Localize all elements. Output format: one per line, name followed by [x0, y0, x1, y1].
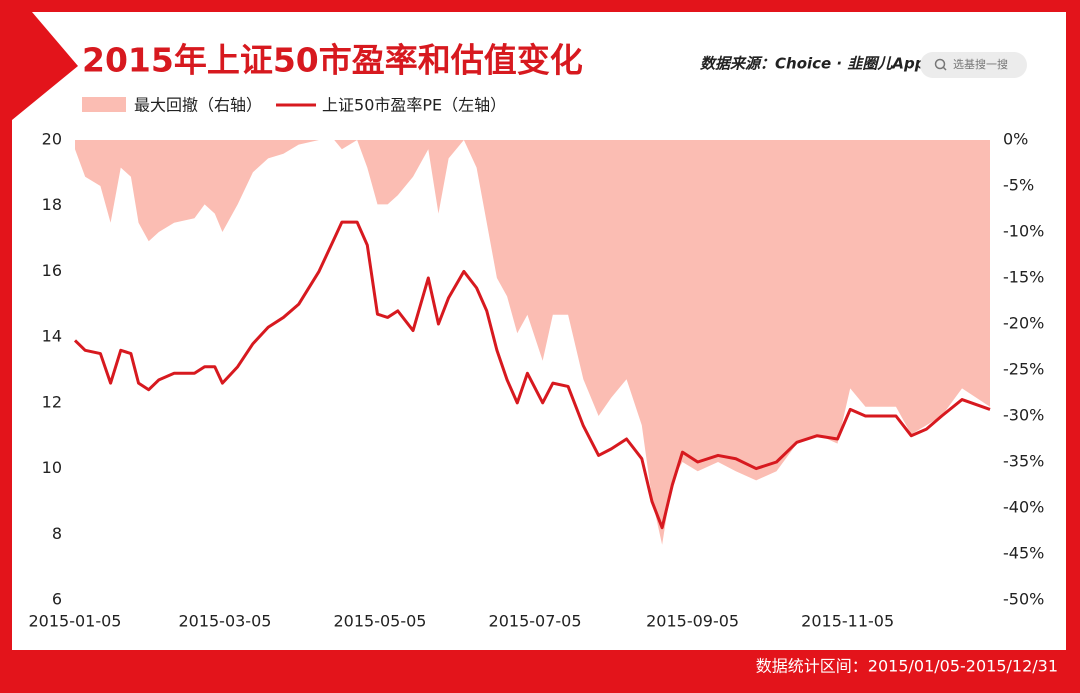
search-icon — [934, 58, 946, 70]
chart-title: 2015年上证50市盈率和估值变化 — [82, 41, 583, 80]
y-tick-label: 6 — [52, 590, 62, 609]
y2-tick-label: -45% — [1003, 544, 1044, 563]
y2-tick-label: -5% — [1003, 176, 1034, 195]
source: 数据来源：Choice · 韭圈儿App — [700, 55, 926, 73]
legend-label: 最大回撤（右轴） — [134, 96, 262, 115]
y2-tick-label: -25% — [1003, 360, 1044, 379]
y-tick-label: 10 — [42, 458, 62, 477]
y2-tick-label: -15% — [1003, 268, 1044, 287]
search-text[interactable]: 选基搜一搜 — [953, 57, 1008, 71]
y-tick-label: 16 — [42, 261, 62, 280]
legend: 最大回撤（右轴） 上证50市盈率PE（左轴） — [82, 96, 506, 115]
y2-tick-label: -30% — [1003, 406, 1044, 425]
y-tick-label: 8 — [52, 524, 62, 543]
line — [73, 220, 991, 530]
x-tick-label: 2015-07-05 — [489, 612, 582, 631]
y2-tick-label: -40% — [1003, 498, 1044, 517]
x-tick-label: 2015-01-05 — [29, 612, 122, 631]
y2-tick-label: -10% — [1003, 222, 1044, 241]
y2-tick-label: -35% — [1003, 452, 1044, 471]
legend-swatch — [82, 97, 126, 112]
corner — [12, 12, 78, 120]
footer: 数据统计区间：2015/01/05-2015/12/31 — [756, 657, 1058, 676]
x-tick-label: 2015-11-05 — [801, 612, 894, 631]
y-tick-label: 18 — [42, 195, 62, 214]
x-tick-label: 2015-03-05 — [178, 612, 271, 631]
x-tick-label: 2015-05-05 — [334, 612, 427, 631]
y-tick-label: 14 — [42, 327, 62, 346]
y2-tick-label: 0% — [1003, 130, 1028, 149]
area — [75, 140, 990, 545]
y-tick-label: 12 — [42, 392, 62, 411]
legend-label: 上证50市盈率PE（左轴） — [322, 96, 506, 115]
search-icon — [942, 66, 947, 71]
search-box[interactable] — [920, 52, 1027, 78]
y2-tick-label: -20% — [1003, 314, 1044, 333]
y2-tick-label: -50% — [1003, 590, 1044, 609]
y-tick-label: 20 — [42, 130, 62, 149]
x-tick-label: 2015-09-05 — [646, 612, 739, 631]
